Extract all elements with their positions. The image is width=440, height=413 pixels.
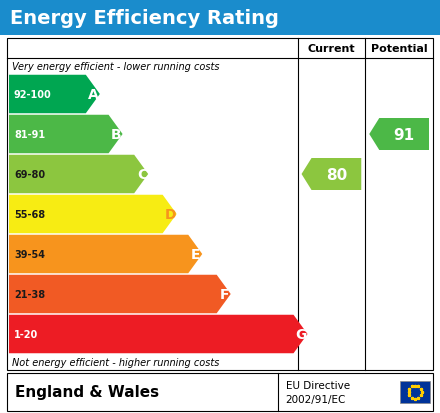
Bar [400, 381, 430, 403]
Text: 92-100: 92-100 [14, 90, 52, 100]
Text: Energy Efficiency Rating: Energy Efficiency Rating [10, 9, 279, 27]
Text: England & Wales: England & Wales [15, 385, 159, 399]
Bar [0, 0, 440, 36]
Text: D: D [165, 207, 176, 221]
Text: 91: 91 [393, 127, 414, 142]
Polygon shape [9, 155, 148, 194]
Text: 39-54: 39-54 [14, 249, 45, 259]
Polygon shape [9, 116, 123, 154]
Text: C: C [137, 168, 147, 182]
Polygon shape [301, 159, 361, 190]
Bar [7, 39, 433, 370]
Polygon shape [9, 315, 308, 354]
Text: A: A [88, 88, 99, 102]
Text: 69-80: 69-80 [14, 170, 45, 180]
Text: EU Directive
2002/91/EC: EU Directive 2002/91/EC [286, 380, 350, 404]
Text: Not energy efficient - higher running costs: Not energy efficient - higher running co… [12, 357, 220, 367]
Text: B: B [111, 128, 121, 142]
Text: G: G [296, 327, 307, 341]
Text: E: E [191, 247, 201, 261]
Polygon shape [9, 76, 100, 114]
Text: Very energy efficient - lower running costs: Very energy efficient - lower running co… [12, 62, 220, 72]
Text: 80: 80 [326, 167, 347, 182]
Text: Current: Current [308, 44, 355, 54]
Bar [7, 373, 433, 411]
Polygon shape [9, 275, 231, 313]
Text: F: F [220, 287, 229, 301]
Text: 21-38: 21-38 [14, 289, 45, 299]
Polygon shape [369, 119, 429, 151]
Text: 55-68: 55-68 [14, 209, 45, 219]
Polygon shape [9, 235, 202, 273]
Polygon shape [9, 195, 176, 234]
Text: 1-20: 1-20 [14, 329, 38, 339]
Text: Potential: Potential [371, 44, 427, 54]
Text: 81-91: 81-91 [14, 130, 45, 140]
